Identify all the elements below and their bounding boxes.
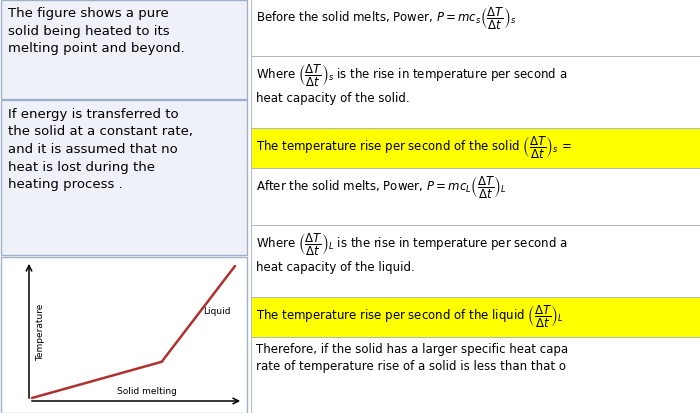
Text: Where $\left(\dfrac{\Delta T}{\Delta t}\right)_s$ is the rise in temperature per: Where $\left(\dfrac{\Delta T}{\Delta t}\… <box>256 62 567 105</box>
Text: After the solid melts, Power, $P = mc_L\left(\dfrac{\Delta T}{\Delta t}\right)_L: After the solid melts, Power, $P = mc_L\… <box>256 173 507 199</box>
Text: Solid melting: Solid melting <box>117 386 176 395</box>
Text: Temperature: Temperature <box>36 303 45 360</box>
Text: Before the solid melts, Power, $P = mc_s\left(\dfrac{\Delta T}{\Delta t}\right)_: Before the solid melts, Power, $P = mc_s… <box>256 5 517 31</box>
Text: The temperature rise per second of the liquid $\left(\dfrac{\Delta T}{\Delta t}\: The temperature rise per second of the l… <box>256 302 564 328</box>
Bar <box>251 57 700 129</box>
Bar <box>251 169 700 225</box>
Bar <box>1 1 247 100</box>
Bar <box>1 257 247 413</box>
Bar <box>251 129 700 169</box>
Text: The temperature rise per second of the solid $\left(\dfrac{\Delta T}{\Delta t}\r: The temperature rise per second of the s… <box>256 134 572 159</box>
Bar <box>251 225 700 297</box>
Bar <box>1 101 247 255</box>
Bar <box>251 297 700 337</box>
Bar <box>251 337 700 413</box>
Text: If energy is transferred to
the solid at a constant rate,
and it is assumed that: If energy is transferred to the solid at… <box>8 108 193 190</box>
Bar <box>251 0 700 57</box>
Text: Where $\left(\dfrac{\Delta T}{\Delta t}\right)_L$ is the rise in temperature per: Where $\left(\dfrac{\Delta T}{\Delta t}\… <box>256 230 568 273</box>
Text: Liquid: Liquid <box>203 307 231 316</box>
Text: The figure shows a pure
solid being heated to its
melting point and beyond.: The figure shows a pure solid being heat… <box>8 7 185 55</box>
Text: Therefore, if the solid has a larger specific heat capa
rate of temperature rise: Therefore, if the solid has a larger spe… <box>256 342 568 372</box>
